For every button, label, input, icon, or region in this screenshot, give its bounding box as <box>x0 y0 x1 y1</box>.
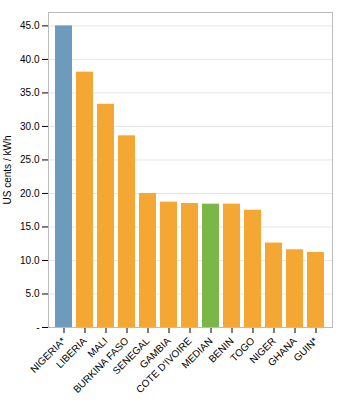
svg-text:GUIN*: GUIN* <box>291 335 319 363</box>
svg-text:TOGO: TOGO <box>228 335 257 364</box>
svg-text:30.0: 30.0 <box>20 121 40 132</box>
svg-text:US cents / kWh: US cents / kWh <box>2 136 13 205</box>
svg-text:25.0: 25.0 <box>20 154 40 165</box>
svg-text:COTE D'IVOIRE: COTE D'IVOIRE <box>133 335 194 395</box>
svg-text:NIGERIA*: NIGERIA* <box>28 335 68 375</box>
svg-text:GHANA: GHANA <box>266 335 299 368</box>
svg-text:5.0: 5.0 <box>26 288 40 299</box>
svg-text:15.0: 15.0 <box>20 221 40 232</box>
svg-text:40.0: 40.0 <box>20 54 40 65</box>
svg-text:LIBERIA: LIBERIA <box>54 335 89 370</box>
svg-text:SENEGAL: SENEGAL <box>110 335 152 377</box>
svg-text:10.0: 10.0 <box>20 255 40 266</box>
svg-text:20.0: 20.0 <box>20 188 40 199</box>
svg-text:35.0: 35.0 <box>20 87 40 98</box>
svg-text:BENIN: BENIN <box>206 335 236 365</box>
svg-text:BURKINA FASO: BURKINA FASO <box>71 335 131 395</box>
svg-text:-: - <box>36 322 39 333</box>
svg-text:MEDIAN: MEDIAN <box>179 335 215 371</box>
svg-text:45.0: 45.0 <box>20 20 40 31</box>
svg-text:NIGER: NIGER <box>247 335 278 366</box>
svg-text:MALI: MALI <box>85 335 110 360</box>
svg-text:GAMBIA: GAMBIA <box>137 335 173 371</box>
